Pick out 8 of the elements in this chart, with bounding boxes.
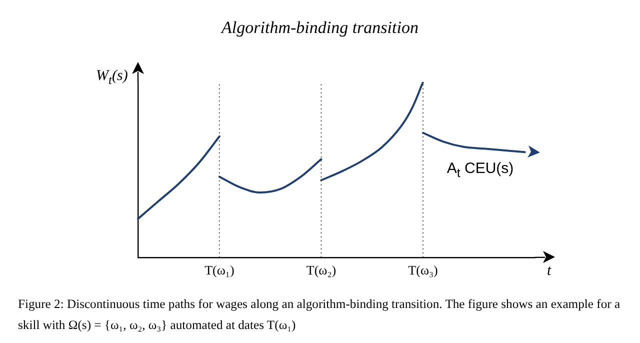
chart-title: Algorithm-binding transition <box>220 18 420 38</box>
x-axis-title: t <box>547 263 552 280</box>
x-tick-label: T(ω₂) <box>306 262 336 278</box>
x-tick-label: T(ω₃) <box>408 262 438 278</box>
y-axis-title: W$_{t}$(s) <box>96 68 128 88</box>
series-label: A$_{t}$ CEU(s) <box>446 160 514 180</box>
caption: Figure 2: Discontinuous time paths for wages along an algorithm-binding transition. The figure shows an example for a skill with Ω(s) = {ω₁, ω₂, ω₃} automated at dates T(ω₁) <box>18 296 622 334</box>
x-tick-label: T(ω₁) <box>204 262 234 278</box>
